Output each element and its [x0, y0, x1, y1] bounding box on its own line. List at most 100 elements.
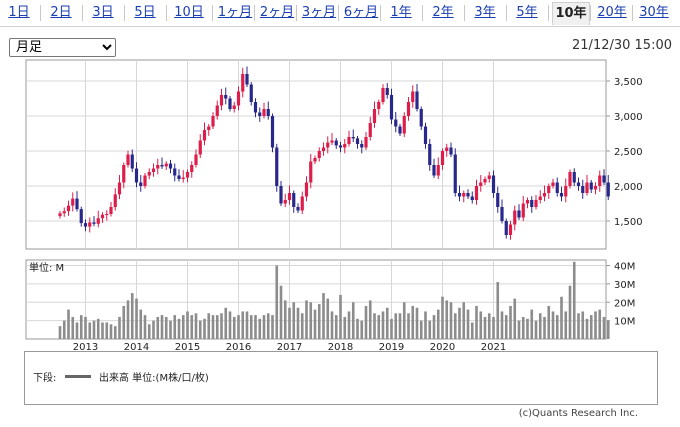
candle-body [572, 172, 576, 183]
volume-bar [577, 313, 580, 339]
volume-bar [237, 315, 240, 339]
volume-bar [334, 315, 338, 339]
x-tick-label: 2013 [73, 342, 98, 353]
tab-separator [548, 5, 549, 21]
volume-bar [547, 305, 551, 339]
volume-bar [283, 300, 287, 339]
tab-5[interactable]: 1ヶ月 [217, 5, 253, 20]
volume-bar [266, 313, 270, 339]
volume-bar [445, 300, 449, 339]
volume-bar [105, 322, 109, 339]
candle-body [219, 95, 224, 106]
volume-bar [513, 298, 517, 339]
candle-body [215, 105, 219, 116]
volume-bar [58, 326, 62, 339]
candle-body [602, 175, 606, 183]
volume-bar [564, 311, 568, 339]
volume-bar [207, 313, 211, 339]
candle-body [576, 182, 581, 186]
volume-bar [470, 322, 474, 339]
candle-body [334, 140, 338, 146]
tab-11[interactable]: 3年 [474, 5, 496, 20]
candle-body [483, 179, 487, 183]
candle-body [100, 214, 105, 219]
volume-bar [156, 316, 160, 339]
volume-bar [385, 307, 389, 339]
volume-bar [419, 320, 423, 339]
candle-body [496, 193, 500, 207]
legend-volume-swatch [65, 375, 91, 378]
candle-body [564, 186, 568, 197]
tab-12[interactable]: 5年 [516, 5, 538, 20]
candle-body [309, 161, 313, 183]
volume-bar [598, 309, 602, 339]
candle-body [283, 200, 287, 204]
volume-bar [398, 313, 402, 339]
tab-separator [40, 5, 41, 21]
volume-bar [126, 300, 130, 339]
candle-body [236, 91, 241, 106]
tab-7[interactable]: 3ヶ月 [301, 5, 337, 20]
volume-bar [62, 320, 66, 339]
candle-body [194, 154, 198, 165]
tab-8[interactable]: 6ヶ月 [343, 5, 379, 20]
tab-9[interactable]: 1年 [390, 5, 412, 20]
tab-13[interactable]: 10年 [552, 2, 590, 25]
volume-bar [551, 311, 555, 339]
volume-bar [500, 311, 504, 339]
candle-body [160, 165, 164, 167]
candle-body [385, 88, 389, 95]
volume-bar [101, 322, 104, 339]
candle-body [398, 126, 402, 134]
tab-separator [124, 5, 125, 21]
candle-body [551, 182, 555, 186]
tab-separator [590, 5, 591, 21]
candle-body [559, 193, 564, 197]
candle-body [598, 175, 602, 186]
tab-0[interactable]: 1日 [8, 5, 30, 20]
candle-body [105, 214, 109, 215]
volume-bar [356, 318, 359, 339]
volume-bar [415, 307, 419, 339]
tab-4[interactable]: 10日 [174, 5, 204, 20]
price-panel-frame [25, 59, 607, 250]
tab-15[interactable]: 30年 [639, 5, 669, 20]
volume-bar [67, 309, 70, 339]
candle-body [79, 209, 83, 224]
candle-body [130, 154, 134, 169]
candle-body [351, 137, 355, 139]
tab-6[interactable]: 2ヶ月 [259, 5, 295, 20]
candle-body [96, 218, 100, 224]
candle-body [326, 142, 330, 148]
tab-3[interactable]: 5日 [134, 5, 156, 20]
volume-bar [424, 311, 427, 339]
volume-bar [449, 302, 453, 339]
volume-bar [296, 307, 300, 339]
candle-body [296, 207, 300, 211]
tab-1[interactable]: 2日 [50, 5, 72, 20]
tab-10[interactable]: 2年 [432, 5, 454, 20]
volume-bar [109, 324, 113, 339]
candle-body [568, 172, 572, 186]
legend-prefix: 下段: [33, 373, 57, 384]
volume-bar [483, 316, 487, 339]
interval-select[interactable]: 月足 [9, 38, 116, 57]
volume-bar [211, 315, 215, 339]
candle-body [428, 144, 432, 165]
candle-body [313, 158, 317, 162]
volume-bar [589, 315, 593, 339]
volume-bar [262, 315, 266, 339]
tab-14[interactable]: 20年 [597, 5, 627, 20]
tab-2[interactable]: 3日 [92, 5, 114, 20]
candle-body [92, 222, 96, 224]
candle-body [147, 172, 151, 176]
volume-bar [92, 320, 96, 339]
volume-bar [279, 285, 283, 339]
tab-separator [296, 5, 297, 21]
volume-bar [453, 313, 457, 339]
candle-body [275, 147, 279, 186]
candle-body [287, 193, 292, 200]
candle-body [190, 165, 194, 172]
volume-bar [271, 315, 274, 339]
volume-tick-label: 20M [614, 298, 635, 309]
